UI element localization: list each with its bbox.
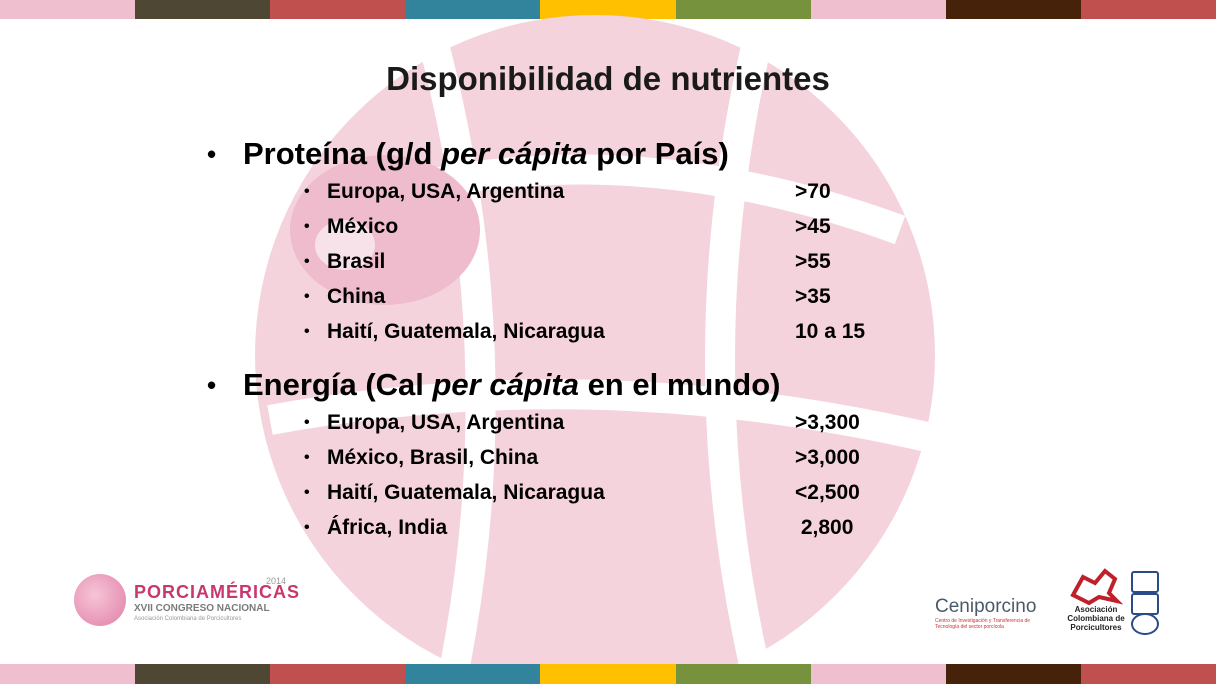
stripe-segment <box>1080 0 1216 19</box>
ceniporcino-subtitle: Centro de Investigación y Transferencia … <box>935 618 1031 630</box>
list-item: Europa, USA, Argentina>3,300 <box>205 405 860 440</box>
stripe-segment <box>405 0 541 19</box>
list-item: México, Brasil, China>3,000 <box>205 440 860 475</box>
list-item: China>35 <box>205 279 831 314</box>
logo-association: Asociación Colombiana de Porcicultores <box>134 616 242 622</box>
bottom-color-stripe <box>0 664 1216 684</box>
stripe-segment <box>945 664 1081 684</box>
logo-subtitle: XVII CONGRESO NACIONAL <box>134 603 270 614</box>
pig-mark-icon <box>1070 568 1124 606</box>
stripe-segment <box>540 664 676 684</box>
stripe-segment <box>405 664 541 684</box>
association-name: Asociación Colombiana de Porcicultores <box>1067 605 1125 632</box>
top-color-stripe <box>0 0 1216 19</box>
energy-list: Europa, USA, Argentina>3,300 México, Bra… <box>205 405 860 545</box>
certification-badge-icon <box>1131 571 1159 593</box>
logo-year: 2014 <box>266 576 287 586</box>
stripe-segment <box>675 664 811 684</box>
energy-heading: Energía (Cal per cápita en el mundo) <box>205 365 780 405</box>
slide-title: Disponibilidad de nutrientes <box>386 60 830 97</box>
list-item: México>45 <box>205 209 831 244</box>
ceniporcino-name: Ceniporcino <box>935 596 1037 617</box>
protein-list: Europa, USA, Argentina>70 México>45 Bras… <box>205 174 865 349</box>
protein-heading: Proteína (g/d per cápita por País) <box>205 134 780 174</box>
list-item: Haití, Guatemala, Nicaragua<2,500 <box>205 475 860 510</box>
stripe-segment <box>540 0 676 19</box>
ceniporcino-logo: Ceniporcino Centro de Investigación y Tr… <box>935 596 1050 636</box>
slide-content: Proteína (g/d per cápita por País) Europ… <box>205 134 865 561</box>
list-item: Brasil>55 <box>205 244 831 279</box>
stripe-segment <box>0 664 136 684</box>
stripe-segment <box>945 0 1081 19</box>
stripe-segment <box>270 0 406 19</box>
stripe-segment <box>1080 664 1216 684</box>
stripe-segment <box>810 0 946 19</box>
stripe-segment <box>135 0 271 19</box>
pig-logo-icon <box>74 574 126 626</box>
porkcolombia-logo: Asociación Colombiana de Porcicultores <box>1065 565 1165 635</box>
list-item: África, India 2,800 <box>205 510 853 545</box>
stripe-segment <box>0 0 136 19</box>
logo-name: PORCIAMÉRICAS <box>134 582 301 602</box>
stripe-segment <box>135 664 271 684</box>
porciamericas-logo: 2014 PORCIAMÉRICAS XVII CONGRESO NACIONA… <box>62 570 299 630</box>
stripe-segment <box>675 0 811 19</box>
stripe-segment <box>810 664 946 684</box>
certification-badge-icon <box>1131 593 1159 615</box>
quality-seal-icon <box>1131 613 1159 635</box>
list-item: Europa, USA, Argentina>70 <box>205 174 831 209</box>
stripe-segment <box>270 664 406 684</box>
